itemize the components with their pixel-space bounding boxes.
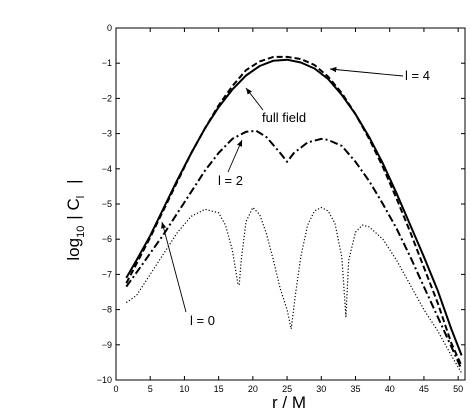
x-tick-label: 35	[351, 384, 361, 394]
annotation-arrow	[329, 66, 404, 77]
tick-marks	[115, 27, 465, 381]
y-tick-label: −10	[97, 375, 112, 385]
y-axis-label-sub10: 10	[75, 226, 87, 238]
x-tick-label: 5	[148, 384, 153, 394]
series-line-l-0	[125, 206, 463, 374]
x-tick-label: 10	[179, 384, 189, 394]
x-tick-label: 0	[113, 384, 118, 394]
y-axis-label: log10 | Cl |	[64, 179, 87, 260]
x-tick-label: 20	[248, 384, 258, 394]
y-tick-label: −5	[102, 199, 112, 209]
x-axis-label: r / M	[272, 393, 306, 412]
series-group	[125, 55, 463, 374]
y-tick-label: 0	[107, 23, 112, 33]
y-axis-label-end: |	[64, 179, 83, 183]
x-tick-label: 45	[419, 384, 429, 394]
x-tick-label: 15	[214, 384, 224, 394]
tick-labels: 0 5 10 15 20 25 30 35 40 45 50 0 −1 −2 −3 −4 −5 −6 −7 −8 −9 −…	[97, 23, 463, 394]
x-tick-label: 25	[282, 384, 292, 394]
annotation-arrow	[245, 87, 264, 111]
y-tick-label: −8	[102, 305, 112, 315]
series-line-l-2	[125, 129, 463, 370]
annotation-label: l = 4	[405, 68, 430, 83]
annotation-label: l = 2	[218, 173, 243, 188]
annotations-group: l = 4 full field l = 2 l = 0	[161, 66, 430, 328]
y-axis-label-abs: | C	[64, 198, 83, 219]
series-line-fullfield	[125, 58, 463, 356]
y-tick-label: −3	[102, 129, 112, 139]
y-tick-label: −1	[102, 58, 112, 68]
series-line-l-4	[125, 55, 463, 367]
y-tick-label: −4	[102, 164, 112, 174]
y-tick-label: −2	[102, 93, 112, 103]
annotation-label: l = 0	[190, 313, 215, 328]
y-tick-label: −6	[102, 234, 112, 244]
y-tick-label: −9	[102, 340, 112, 350]
x-tick-label: 40	[385, 384, 395, 394]
annotation-label: full field	[262, 110, 306, 125]
annotation-arrow	[227, 139, 243, 173]
y-axis-label-subl: l	[75, 196, 87, 198]
y-tick-label: −7	[102, 269, 112, 279]
y-axis-label-log: log	[64, 238, 83, 261]
x-tick-label: 50	[453, 384, 463, 394]
x-tick-label: 30	[316, 384, 326, 394]
svg-text:log10| Cl|: log10 | Cl |	[64, 179, 87, 260]
annotation-arrow	[161, 221, 187, 313]
